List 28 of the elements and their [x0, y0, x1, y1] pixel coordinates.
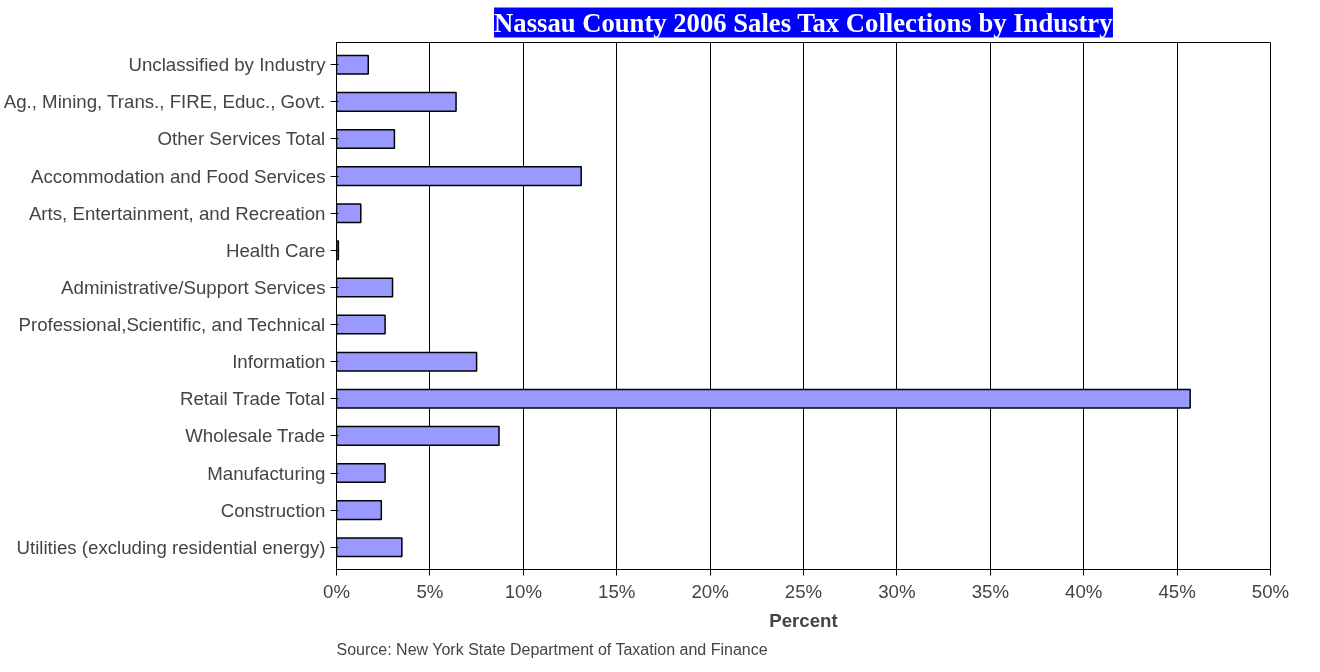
y-tick-label: Ag., Mining, Trans., FIRE, Educ., Govt.: [3, 91, 326, 113]
x-tick-label: 10%: [504, 580, 542, 602]
x-tick-label: 25%: [784, 580, 823, 602]
chart-title: Nassau County 2006 Sales Tax Collections by Industry: [494, 7, 1114, 38]
y-tick-label: Information: [232, 351, 326, 373]
x-tick-label: 40%: [1065, 580, 1103, 602]
x-tick-label: 0%: [323, 580, 350, 602]
y-tick-label: Wholesale Trade: [185, 425, 326, 447]
x-tick-label: 35%: [971, 580, 1009, 602]
y-tick-label: Professional,Scientific, and Technical: [18, 314, 326, 336]
y-tick-label: Utilities (excluding residential energy): [16, 536, 326, 558]
y-tick-label: Arts, Entertainment, and Recreation: [28, 202, 326, 224]
source-note: Source: New York State Department of Taxation and Finance: [336, 640, 768, 658]
x-tick-label: 50%: [1251, 580, 1290, 602]
y-tick-label: Manufacturing: [207, 462, 326, 484]
y-tick-label: Other Services Total: [157, 128, 326, 150]
y-tick-label: Health Care: [225, 239, 326, 261]
x-tick-label: 20%: [691, 580, 729, 602]
y-tick-label: Administrative/Support Services: [61, 276, 326, 298]
x-tick-label: 15%: [598, 580, 636, 602]
x-axis-title: Percent: [769, 609, 838, 631]
y-tick-label: Unclassified by Industry: [128, 54, 327, 76]
y-tick-label: Construction: [220, 499, 326, 521]
y-tick-label: Accommodation and Food Services: [31, 165, 326, 187]
y-tick-label: Retail Trade Total: [179, 388, 325, 410]
x-tick-label: 30%: [878, 580, 916, 602]
x-tick-label: 5%: [416, 580, 444, 602]
x-tick-label: 45%: [1158, 580, 1196, 602]
